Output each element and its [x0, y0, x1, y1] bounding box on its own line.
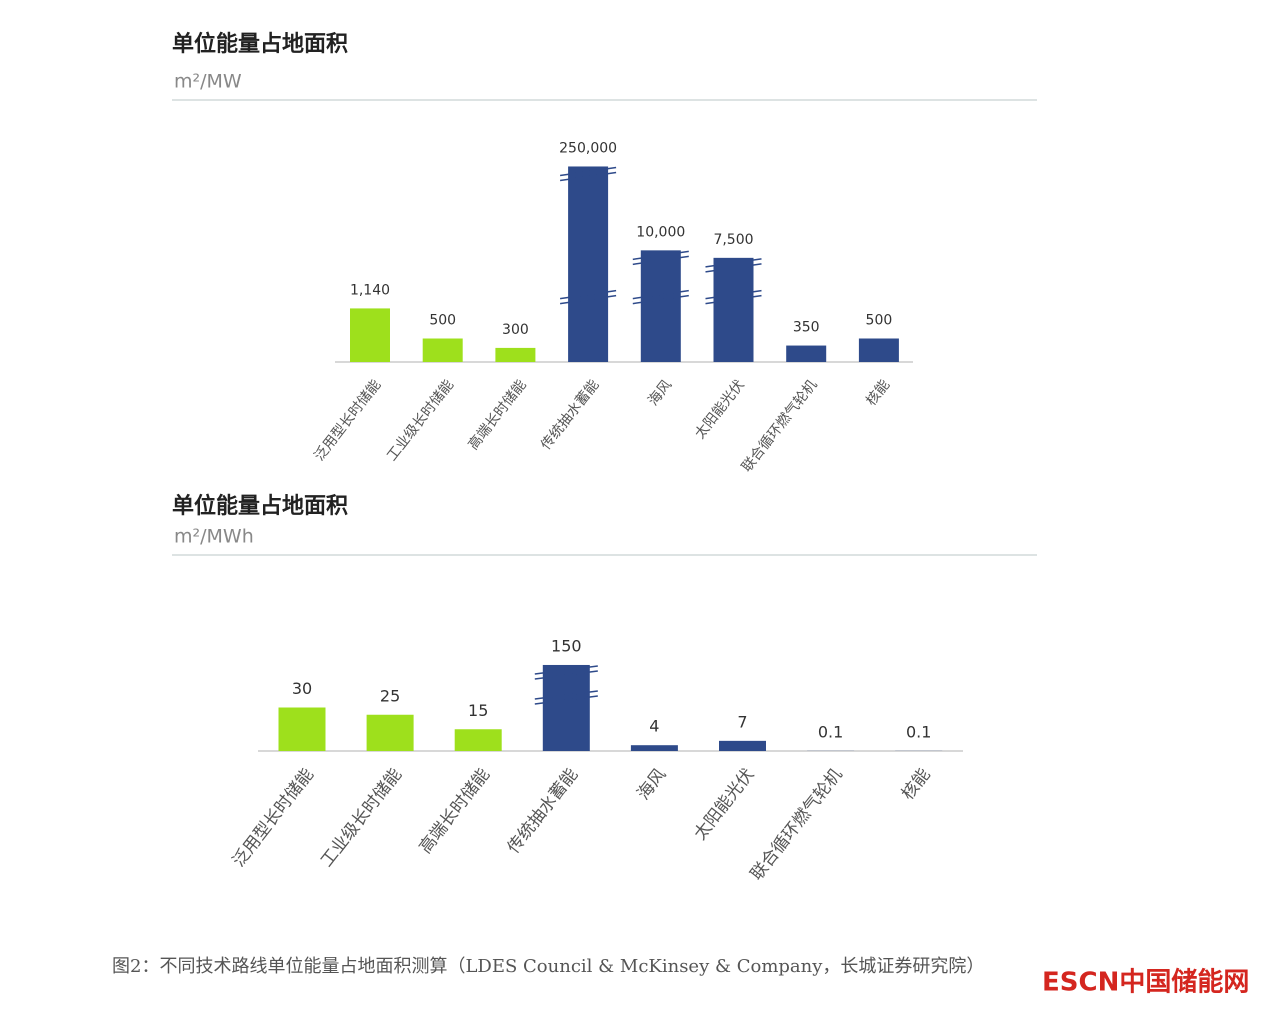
x-tick-label: 联合循环燃气轮机	[747, 765, 846, 884]
data-label: 7	[737, 712, 747, 731]
bar	[350, 308, 390, 362]
data-label: 25	[380, 686, 400, 705]
chart-title: 单位能量占地面积	[172, 493, 348, 519]
x-tick-label: 高端长时储能	[465, 376, 530, 453]
unit-label: m²/MW	[174, 71, 242, 93]
data-label: 300	[502, 322, 529, 338]
bar	[568, 166, 609, 362]
bar	[366, 714, 414, 751]
chart-title: 单位能量占地面积	[172, 31, 348, 57]
axis-break	[559, 289, 617, 300]
watermark: ESCN中国储能网	[1042, 967, 1249, 998]
data-label: 250,000	[559, 140, 617, 156]
bar	[786, 345, 827, 362]
x-tick-label: 工业级长时储能	[384, 377, 457, 464]
data-label: 500	[866, 313, 893, 329]
x-tick-label: 传统抽水蓄能	[538, 377, 602, 453]
data-label: 0.1	[906, 722, 931, 741]
x-tick-label: 泛用型长时储能	[311, 377, 384, 464]
data-label: 15	[468, 701, 488, 720]
bar	[858, 338, 899, 362]
axis-break	[705, 258, 762, 268]
bar	[422, 338, 463, 362]
axis-break	[705, 263, 762, 273]
axis-break	[559, 171, 617, 182]
axis-break	[632, 289, 689, 300]
data-label: 10,000	[636, 224, 685, 240]
bar	[719, 740, 766, 751]
axis-break	[534, 665, 598, 675]
axis-break	[534, 670, 598, 680]
data-label: 0.1	[818, 722, 843, 741]
axis-break	[705, 289, 762, 300]
bar	[640, 250, 681, 362]
axis-break	[705, 294, 762, 305]
x-tick-label: 太阳能光伏	[690, 765, 758, 844]
data-label: 4	[649, 717, 659, 736]
x-tick-label: 太阳能光伏	[692, 377, 748, 442]
x-tick-label: 核能	[863, 377, 893, 409]
unit-label: m²/MWh	[174, 526, 254, 548]
x-tick-label: 高端长时储能	[416, 765, 495, 858]
x-tick-label: 联合循环燃气轮机	[738, 376, 820, 475]
axis-break	[632, 250, 689, 261]
bar	[495, 347, 536, 362]
x-tick-label: 泛用型长时储能	[229, 765, 318, 871]
data-label: 350	[793, 320, 820, 336]
data-label: 1,140	[350, 282, 390, 298]
caption: 图2：不同技术路线单位能量占地面积测算（LDES Council & McKin…	[112, 956, 984, 977]
bar	[542, 664, 590, 751]
axis-break	[534, 695, 598, 705]
axis-break	[534, 690, 598, 700]
axis-break	[559, 294, 617, 305]
data-label: 30	[292, 679, 312, 698]
bar	[713, 257, 754, 362]
axis-break	[632, 294, 689, 305]
bar	[630, 745, 678, 751]
data-label: 500	[429, 313, 456, 329]
axis-break	[559, 166, 617, 177]
x-tick-label: 工业级长时储能	[317, 765, 406, 871]
x-tick-label: 传统抽水蓄能	[504, 765, 583, 858]
bar	[278, 707, 326, 751]
x-tick-label: 海风	[645, 377, 675, 409]
bar	[454, 729, 502, 751]
x-tick-label: 核能	[898, 765, 935, 804]
x-tick-label: 海风	[634, 765, 671, 804]
data-label: 7,500	[713, 232, 753, 248]
axis-break	[632, 255, 689, 266]
data-label: 150	[551, 636, 582, 655]
